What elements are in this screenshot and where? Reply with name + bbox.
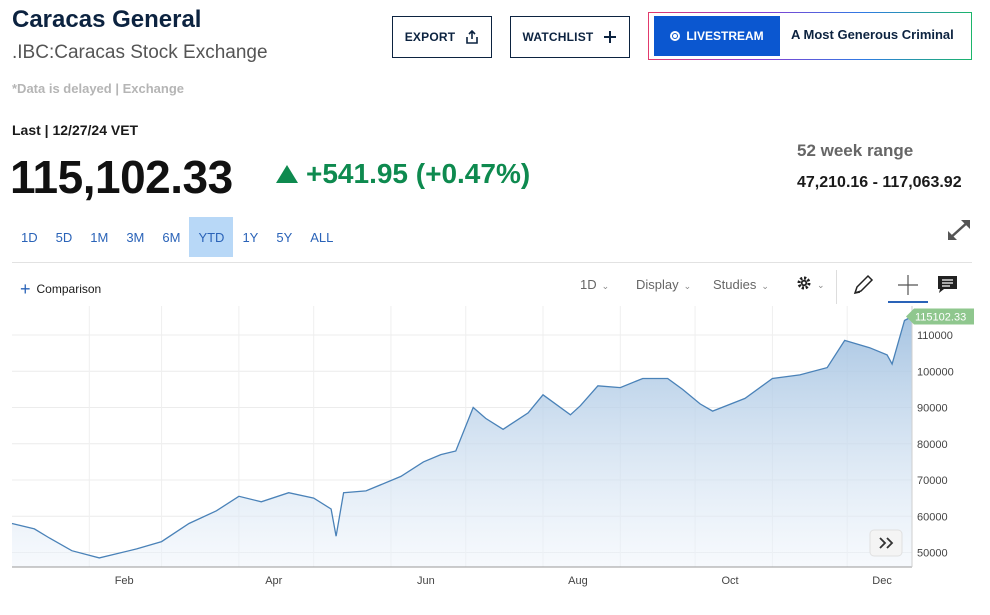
x-tick-label: Dec (872, 575, 892, 587)
x-tick-label: Apr (265, 575, 282, 587)
up-arrow-icon (276, 165, 298, 183)
comparison-button[interactable]: + Comparison (20, 280, 101, 298)
watchlist-button[interactable]: WATCHLIST (510, 16, 630, 58)
plus-icon: + (20, 279, 31, 299)
active-tool-indicator (888, 301, 928, 303)
last-value-label: 115102.33 (915, 312, 966, 324)
gear-icon (797, 276, 811, 290)
y-tick-label: 80000 (917, 439, 948, 451)
period-selector: 1D 5D 1M 3M 6M YTD 1Y 5Y ALL (12, 217, 342, 257)
y-tick-label: 100000 (917, 366, 954, 378)
period-3m[interactable]: 3M (126, 229, 145, 245)
share-icon (466, 30, 479, 44)
livestream-show-title[interactable]: A Most Generous Criminal (791, 27, 954, 42)
chevron-down-icon: ⌄ (601, 281, 610, 291)
last-trade-label: Last | 12/27/24 VET (12, 122, 139, 138)
display-label: Display (636, 277, 679, 292)
chevron-down-icon: ⌄ (817, 279, 825, 290)
period-ytd[interactable]: YTD (189, 217, 234, 257)
pencil-icon[interactable] (849, 272, 877, 298)
chevron-down-icon: ⌄ (761, 281, 769, 291)
interval-dropdown[interactable]: 1D ⌄ (580, 277, 609, 292)
price-change: +541.95 (+0.47%) (276, 158, 530, 190)
settings-dropdown[interactable]: ⌄ (796, 275, 825, 291)
x-tick-label: Oct (721, 575, 738, 587)
period-5d[interactable]: 5D (55, 229, 73, 245)
exchange-subtitle: .IBC:Caracas Stock Exchange (12, 42, 268, 63)
export-label: EXPORT (404, 30, 456, 44)
period-5y[interactable]: 5Y (276, 229, 293, 245)
period-1m[interactable]: 1M (90, 229, 109, 245)
y-tick-label: 50000 (917, 548, 948, 560)
y-tick-label: 110000 (917, 330, 953, 342)
studies-dropdown[interactable]: Studies ⌄ (713, 277, 769, 292)
x-tick-label: Feb (115, 575, 134, 587)
range-label: 52 week range (797, 141, 914, 160)
range-value: 47,210.16 - 117,063.92 (797, 174, 962, 191)
double-chevron-right-icon (879, 537, 894, 549)
period-all[interactable]: ALL (310, 229, 334, 245)
last-value-flag (906, 308, 974, 325)
price-area (12, 316, 912, 567)
chevron-down-icon: ⌄ (683, 281, 692, 291)
studies-label: Studies (713, 277, 757, 292)
toolbar-divider (12, 262, 972, 263)
toolbar-separator (836, 270, 837, 304)
crosshair-icon[interactable] (894, 272, 922, 298)
period-6m[interactable]: 6M (162, 229, 181, 245)
price-change-value: +541.95 (+0.47%) (306, 158, 531, 189)
last-price: 115,102.33 (10, 151, 233, 203)
delay-note: *Data is delayed | Exchange (12, 81, 184, 96)
livestream-button[interactable]: LIVESTREAM (654, 16, 780, 56)
period-1y[interactable]: 1Y (242, 229, 259, 245)
interval-label: 1D (580, 277, 597, 292)
y-tick-label: 60000 (917, 511, 948, 523)
live-indicator-icon (670, 31, 681, 41)
livestream-label: LIVESTREAM (686, 29, 764, 43)
watchlist-label: WATCHLIST (522, 30, 594, 44)
export-button[interactable]: EXPORT (392, 16, 492, 58)
period-1d[interactable]: 1D (21, 229, 38, 245)
x-tick-label: Aug (568, 575, 588, 587)
page-title: Caracas General (12, 6, 202, 33)
comparison-label: Comparison (36, 282, 102, 296)
display-dropdown[interactable]: Display ⌄ (636, 277, 691, 292)
livestream-panel: LIVESTREAM A Most Generous Criminal (648, 12, 972, 60)
price-line (11, 315, 913, 559)
expand-icon[interactable] (944, 216, 974, 244)
y-tick-label: 70000 (917, 475, 948, 487)
y-tick-label: 90000 (917, 403, 948, 415)
plus-icon (604, 31, 617, 43)
x-tick-label: Jun (417, 575, 435, 587)
comment-icon[interactable] (934, 272, 962, 298)
